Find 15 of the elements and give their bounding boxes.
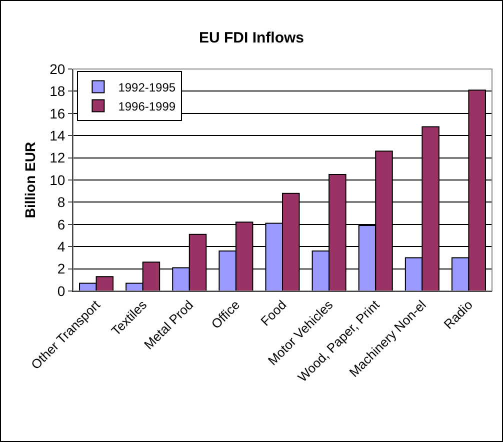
legend-label: 1992-1995 <box>118 80 176 94</box>
y-tick-label: 6 <box>57 216 66 232</box>
chart-title: EU FDI Inflows <box>199 29 304 46</box>
y-axis-title: Billion EUR <box>22 142 38 218</box>
y-tick-label: 12 <box>50 150 66 166</box>
y-tick-label: 16 <box>50 105 66 122</box>
y-tick-label: 2 <box>57 260 66 277</box>
y-tick-label: 8 <box>57 194 66 210</box>
y-tick-label: 4 <box>57 238 66 254</box>
y-tick-label: 0 <box>57 282 66 299</box>
y-tick-label: 14 <box>50 128 66 144</box>
y-tick-label: 10 <box>50 172 66 188</box>
y-tick-label: 20 <box>50 60 66 77</box>
legend-label: 1996-1999 <box>118 99 176 114</box>
y-tick-label: 18 <box>50 83 66 100</box>
